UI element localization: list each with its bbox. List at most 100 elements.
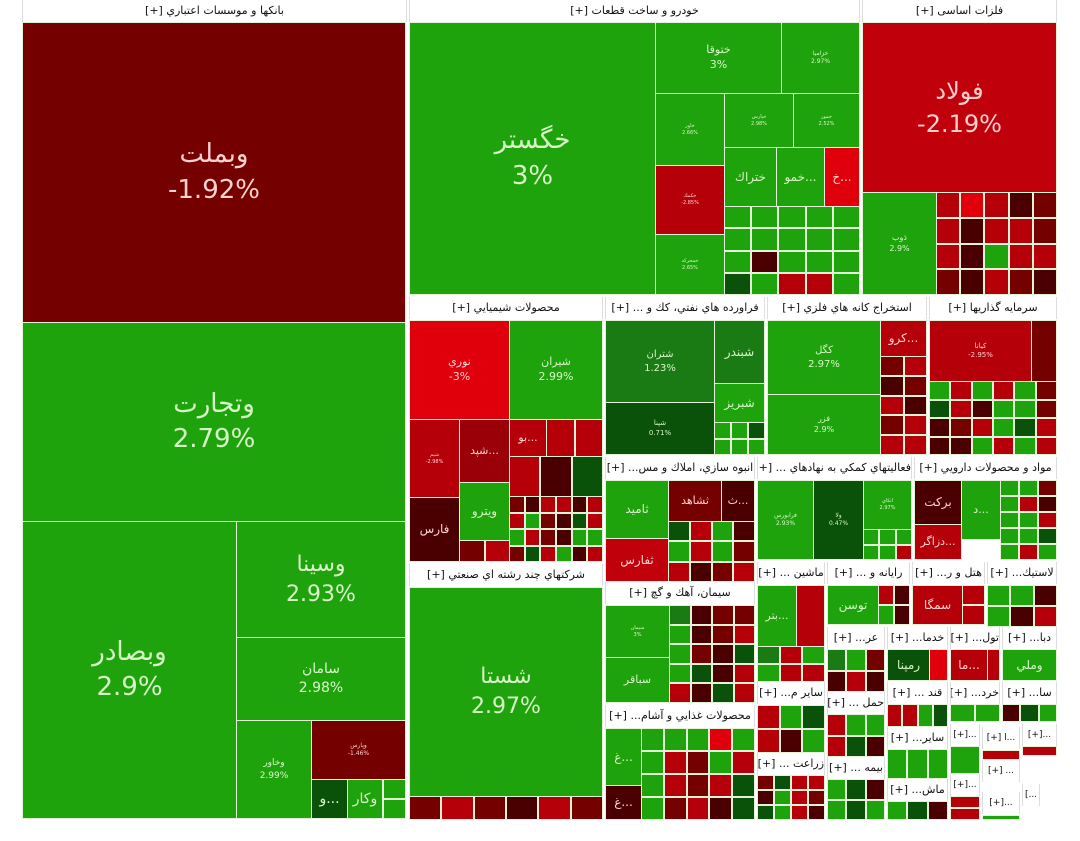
stock-tile[interactable] xyxy=(712,644,734,664)
stock-tile[interactable] xyxy=(757,705,780,729)
stock-tile[interactable] xyxy=(732,728,755,751)
stock-tile[interactable] xyxy=(686,797,710,820)
tile-bo[interactable]: بو... xyxy=(509,419,547,457)
sector-header-oil-products[interactable]: فراورده هاي نفتي، كك و ... [+] xyxy=(605,297,765,319)
sector-header-construction[interactable]: انبوه سازي، املاك و مس... [+] xyxy=(605,457,755,479)
stock-tile[interactable] xyxy=(936,192,961,218)
stock-tile[interactable] xyxy=(731,422,748,439)
stock-tile[interactable] xyxy=(663,774,687,797)
stock-tile[interactable] xyxy=(887,801,908,820)
stock-tile[interactable] xyxy=(1000,528,1019,544)
tile-v-other[interactable]: و... xyxy=(311,779,348,819)
tile-kh-other[interactable]: خ... xyxy=(824,147,860,207)
sector-header-agriculture[interactable]: زراعت ... [+] xyxy=(757,753,825,775)
stock-tile[interactable] xyxy=(1000,512,1019,528)
tile-vmeli[interactable]: وملي xyxy=(1002,649,1057,681)
stock-tile[interactable] xyxy=(984,192,1009,218)
stock-tile[interactable] xyxy=(929,436,951,455)
tile-noori[interactable]: نوري -3% xyxy=(409,320,510,420)
stock-tile[interactable] xyxy=(757,805,774,820)
sector-header-diversified[interactable]: شركتهاي چند رشته اي صنعتي [+] xyxy=(409,564,603,586)
stock-tile[interactable] xyxy=(690,683,712,703)
stock-tile[interactable] xyxy=(690,605,712,625)
tile-toosan[interactable]: توسن xyxy=(827,585,879,625)
tile-vtejarat[interactable]: وتجارت 2.79% xyxy=(22,322,406,522)
stock-tile[interactable] xyxy=(846,649,866,671)
stock-tile[interactable] xyxy=(571,496,588,513)
sector-header-daba[interactable]: دبا... [+] xyxy=(1002,627,1057,649)
stock-tile[interactable] xyxy=(832,250,860,273)
tile-s-other[interactable]: ث... xyxy=(721,480,755,522)
stock-tile[interactable] xyxy=(1019,544,1038,560)
sector-header-pharma[interactable]: مواد و محصولات دارويي [+] xyxy=(914,457,1057,479)
stock-tile[interactable] xyxy=(1010,585,1034,606)
stock-tile[interactable] xyxy=(524,545,541,562)
stock-tile[interactable] xyxy=(506,796,539,820)
stock-tile[interactable] xyxy=(669,644,691,664)
stock-tile[interactable] xyxy=(524,512,541,529)
stock-tile[interactable] xyxy=(832,228,860,251)
tile-shetran[interactable]: شتران 1.23% xyxy=(605,320,715,403)
stock-tile[interactable] xyxy=(587,529,603,546)
stock-tile[interactable] xyxy=(574,419,603,457)
tile-sbagher[interactable]: سباقر xyxy=(605,657,670,703)
stock-tile[interactable] xyxy=(459,540,485,562)
stock-tile[interactable] xyxy=(1035,381,1057,400)
stock-tile[interactable] xyxy=(524,496,541,513)
sector-header-mining[interactable]: استخراج كانه هاي فلزي [+] xyxy=(767,297,927,319)
stock-tile[interactable] xyxy=(1010,606,1034,627)
stock-tile[interactable] xyxy=(774,775,791,790)
stock-tile[interactable] xyxy=(903,375,927,396)
tile-vala[interactable]: ولا 0.47% xyxy=(813,480,864,560)
stock-tile[interactable] xyxy=(509,529,525,546)
stock-tile[interactable] xyxy=(1008,269,1033,295)
stock-tile[interactable] xyxy=(663,797,687,820)
stock-tile[interactable] xyxy=(712,683,734,703)
stock-tile[interactable] xyxy=(1008,217,1033,244)
stock-tile[interactable] xyxy=(571,512,588,529)
stock-tile[interactable] xyxy=(641,797,664,820)
stock-tile[interactable] xyxy=(711,541,734,562)
sector-header-hotel[interactable]: هتل و ر... [+] xyxy=(912,562,985,584)
stock-tile[interactable] xyxy=(971,399,993,418)
stock-tile[interactable] xyxy=(808,805,825,820)
stock-tile[interactable] xyxy=(950,399,972,418)
stock-tile[interactable] xyxy=(779,705,803,729)
stock-tile[interactable] xyxy=(509,545,525,562)
stock-tile[interactable] xyxy=(950,796,980,808)
stock-tile[interactable] xyxy=(863,544,880,560)
stock-tile[interactable] xyxy=(1038,480,1057,496)
stock-tile[interactable] xyxy=(936,217,961,244)
stock-tile[interactable] xyxy=(879,544,896,560)
stock-tile[interactable] xyxy=(1019,528,1038,544)
stock-tile[interactable] xyxy=(748,438,765,455)
stock-tile[interactable] xyxy=(669,624,691,645)
sector-header-small-2[interactable]: ...ا [+] xyxy=(982,727,1020,749)
stock-tile[interactable] xyxy=(714,422,731,439)
stock-tile[interactable] xyxy=(669,663,691,684)
stock-tile[interactable] xyxy=(690,663,712,684)
stock-tile[interactable] xyxy=(668,521,690,542)
sector-header-small-3[interactable]: ...[+] xyxy=(1022,724,1057,746)
stock-tile[interactable] xyxy=(936,269,961,295)
stock-tile[interactable] xyxy=(796,585,825,647)
tile-vkar[interactable]: وكار xyxy=(347,779,383,819)
stock-tile[interactable] xyxy=(865,670,885,692)
tile-khmor[interactable]: خمور 2.52% xyxy=(793,93,860,148)
stock-tile[interactable] xyxy=(556,512,572,529)
stock-tile[interactable] xyxy=(778,272,806,295)
stock-tile[interactable] xyxy=(751,272,779,295)
tile-kgol[interactable]: كگل 2.97% xyxy=(767,320,881,395)
stock-tile[interactable] xyxy=(887,704,903,727)
tile-fars[interactable]: فارس xyxy=(409,497,460,562)
stock-tile[interactable] xyxy=(587,496,603,513)
stock-tile[interactable] xyxy=(880,435,904,455)
sector-header-small-7[interactable]: ...] xyxy=(1022,784,1040,806)
stock-tile[interactable] xyxy=(878,585,894,605)
stock-tile[interactable] xyxy=(808,790,825,805)
stock-tile[interactable] xyxy=(733,521,755,542)
stock-tile[interactable] xyxy=(1032,217,1057,244)
stock-tile[interactable] xyxy=(903,435,927,455)
stock-tile[interactable] xyxy=(962,605,985,625)
stock-tile[interactable] xyxy=(832,272,860,295)
